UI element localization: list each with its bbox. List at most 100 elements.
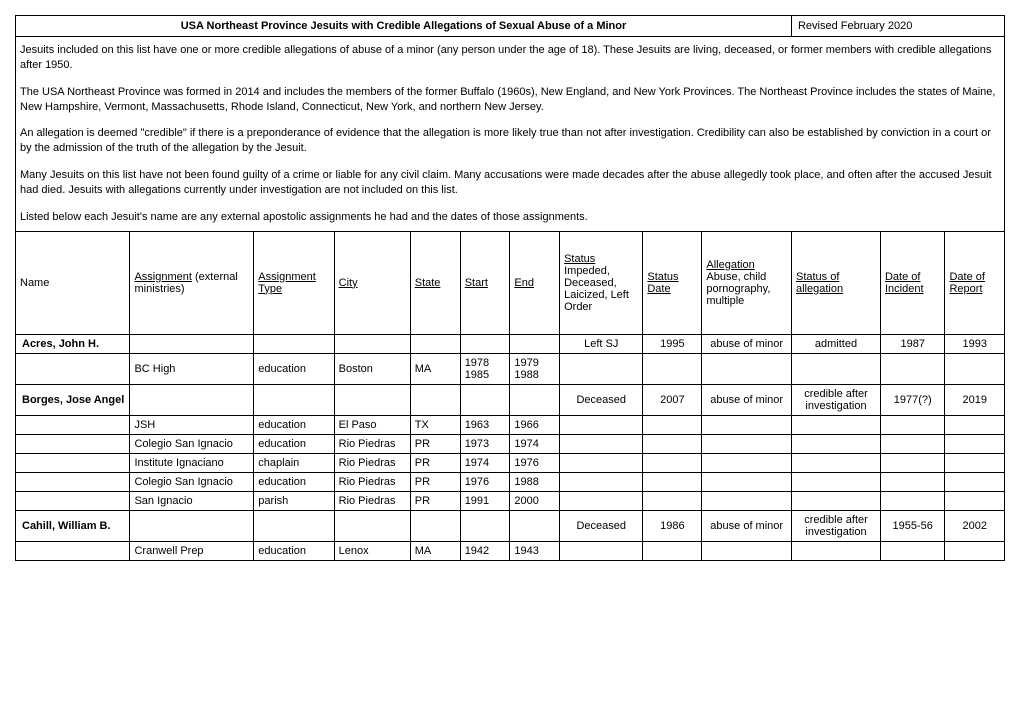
cell-date_rep: [945, 541, 1005, 560]
cell-date_inc: [880, 353, 945, 384]
cell-status_alleg: [791, 434, 880, 453]
cell-status_alleg: credible after investigation: [791, 384, 880, 415]
cell-city: [334, 334, 410, 353]
cell-assignment: San Ignacio: [130, 491, 254, 510]
cell-status_date: [643, 353, 702, 384]
table-row: San IgnacioparishRio PiedrasPR19912000: [16, 491, 1005, 510]
cell-type: education: [254, 415, 334, 434]
cell-type: education: [254, 541, 334, 560]
cell-name: Borges, Jose Angel: [16, 384, 130, 415]
cell-start: 1976: [460, 472, 510, 491]
cell-type: education: [254, 472, 334, 491]
cell-name: [16, 491, 130, 510]
cell-allegation: abuse of minor: [702, 334, 792, 353]
table-row: BC HigheducationBostonMA1978 19851979 19…: [16, 353, 1005, 384]
cell-status_date: [643, 434, 702, 453]
header-status-date: Status Date: [643, 231, 702, 334]
cell-date_inc: 1977(?): [880, 384, 945, 415]
cell-end: [510, 510, 560, 541]
cell-state: TX: [410, 415, 460, 434]
cell-status_date: [643, 415, 702, 434]
cell-city: Rio Piedras: [334, 491, 410, 510]
cell-type: chaplain: [254, 453, 334, 472]
header-start: Start: [460, 231, 510, 334]
cell-date_rep: [945, 472, 1005, 491]
cell-state: PR: [410, 453, 460, 472]
cell-start: [460, 384, 510, 415]
cell-assignment: BC High: [130, 353, 254, 384]
cell-type: [254, 510, 334, 541]
cell-name: [16, 353, 130, 384]
cell-state: [410, 510, 460, 541]
cell-assignment: Colegio San Ignacio: [130, 472, 254, 491]
cell-allegation: [702, 353, 792, 384]
header-name: Name: [16, 231, 130, 334]
header-status: StatusImpeded, Deceased, Laicized, Left …: [560, 231, 643, 334]
cell-state: MA: [410, 541, 460, 560]
cell-status: [560, 434, 643, 453]
cell-state: MA: [410, 353, 460, 384]
cell-city: [334, 384, 410, 415]
cell-allegation: [702, 541, 792, 560]
intro-text: Jesuits included on this list have one o…: [16, 37, 1005, 232]
cell-assignment: Colegio San Ignacio: [130, 434, 254, 453]
cell-city: Rio Piedras: [334, 434, 410, 453]
table-row: JSHeducationEl PasoTX19631966: [16, 415, 1005, 434]
cell-date_inc: [880, 472, 945, 491]
cell-assignment: JSH: [130, 415, 254, 434]
cell-assignment: [130, 510, 254, 541]
cell-end: [510, 334, 560, 353]
cell-state: PR: [410, 491, 460, 510]
header-city: City: [334, 231, 410, 334]
cell-status: [560, 453, 643, 472]
intro-p1: Jesuits included on this list have one o…: [20, 43, 1000, 73]
data-body: Acres, John H.Left SJ1995abuse of minora…: [16, 334, 1005, 560]
cell-status_date: [643, 453, 702, 472]
intro-p3: An allegation is deemed "credible" if th…: [20, 126, 1000, 156]
cell-name: [16, 541, 130, 560]
header-date-report: Date of Report: [945, 231, 1005, 334]
cell-assignment: Cranwell Prep: [130, 541, 254, 560]
header-allegation: AllegationAbuse, child pornography, mult…: [702, 231, 792, 334]
cell-start: 1973: [460, 434, 510, 453]
cell-start: 1974: [460, 453, 510, 472]
cell-status: [560, 353, 643, 384]
cell-status_date: 1995: [643, 334, 702, 353]
main-table: USA Northeast Province Jesuits with Cred…: [15, 15, 1005, 561]
cell-allegation: abuse of minor: [702, 510, 792, 541]
cell-state: [410, 384, 460, 415]
cell-end: [510, 384, 560, 415]
cell-type: education: [254, 353, 334, 384]
cell-assignment: [130, 384, 254, 415]
table-row: Acres, John H.Left SJ1995abuse of minora…: [16, 334, 1005, 353]
intro-p4: Many Jesuits on this list have not been …: [20, 168, 1000, 198]
cell-end: 1974: [510, 434, 560, 453]
header-end: End: [510, 231, 560, 334]
header-status-allegation: Status of allegation: [791, 231, 880, 334]
cell-date_rep: [945, 491, 1005, 510]
cell-state: PR: [410, 472, 460, 491]
cell-date_rep: [945, 453, 1005, 472]
cell-start: 1978 1985: [460, 353, 510, 384]
cell-city: [334, 510, 410, 541]
cell-allegation: [702, 472, 792, 491]
cell-status_date: [643, 491, 702, 510]
cell-status_alleg: [791, 453, 880, 472]
cell-end: 2000: [510, 491, 560, 510]
cell-date_inc: [880, 434, 945, 453]
cell-status_alleg: [791, 541, 880, 560]
table-row: Cranwell PrepeducationLenoxMA19421943: [16, 541, 1005, 560]
cell-name: [16, 434, 130, 453]
cell-name: Cahill, William B.: [16, 510, 130, 541]
cell-end: 1979 1988: [510, 353, 560, 384]
cell-start: [460, 510, 510, 541]
cell-name: [16, 472, 130, 491]
revised-date: Revised February 2020: [791, 16, 1004, 37]
header-assignment: Assignment (external ministries): [130, 231, 254, 334]
cell-date_inc: 1987: [880, 334, 945, 353]
cell-assignment: Institute Ignaciano: [130, 453, 254, 472]
cell-state: PR: [410, 434, 460, 453]
cell-start: [460, 334, 510, 353]
table-row: Colegio San IgnacioeducationRio PiedrasP…: [16, 472, 1005, 491]
cell-end: 1966: [510, 415, 560, 434]
